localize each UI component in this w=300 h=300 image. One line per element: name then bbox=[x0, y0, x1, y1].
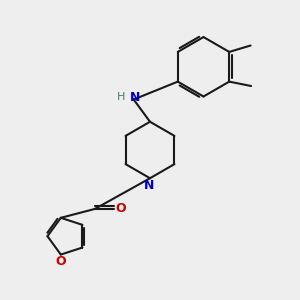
Text: N: N bbox=[144, 179, 154, 192]
Text: N: N bbox=[130, 92, 140, 104]
Text: O: O bbox=[55, 255, 65, 268]
Text: O: O bbox=[116, 202, 126, 215]
Text: H: H bbox=[117, 92, 125, 102]
